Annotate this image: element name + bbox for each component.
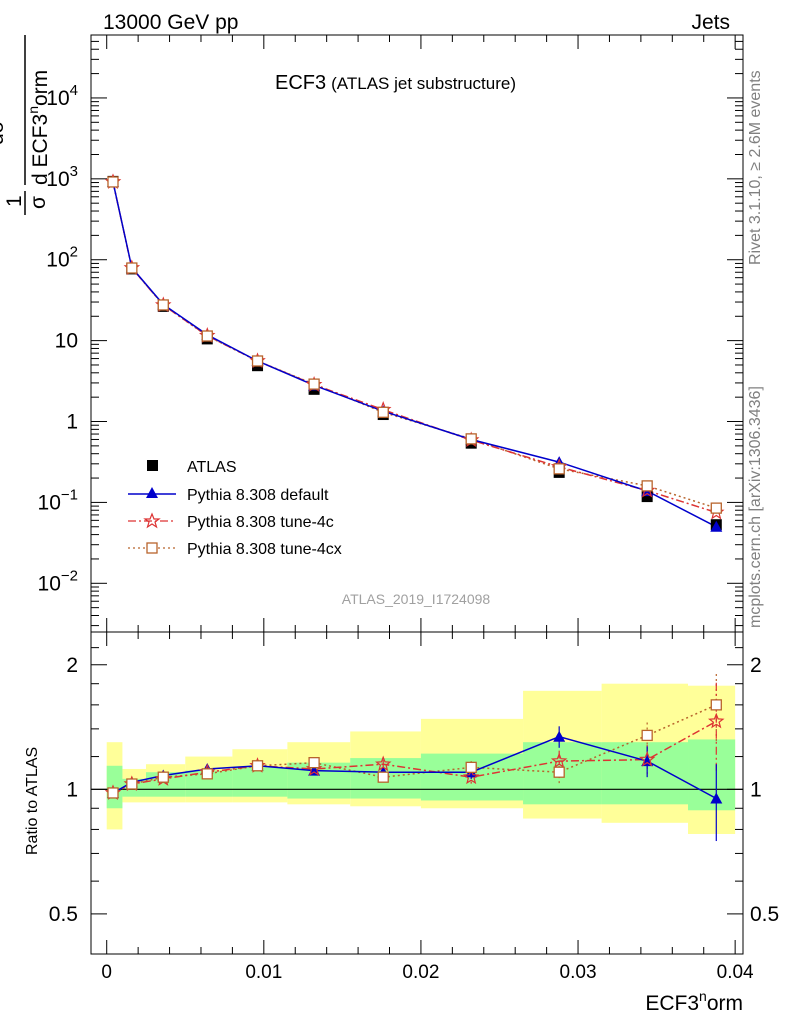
ratio-series-point [107, 787, 119, 799]
ratio-y-tick-label: 0.5 [49, 903, 78, 926]
ratio-panel-frame [90, 631, 744, 955]
legend-label-atlas: ATLAS [187, 459, 237, 476]
ylabel-orm: orm [29, 70, 52, 106]
ratio-series-point [550, 752, 568, 769]
series-point [710, 502, 722, 514]
ratio-panel-layer: 0 0.01 0.02 0.03 0.04 0.5 0.5 1 1 2 2 [49, 631, 779, 983]
analysis-watermark: ATLAS_2019_I1724098 [342, 591, 491, 607]
ratio-y-tick-label-right: 0.5 [750, 903, 779, 926]
main-ylabel: 1 σ dσ d ECF3norm [0, 35, 52, 215]
ratio-series-point [465, 761, 477, 774]
ylabel-d: d ECF3 [29, 114, 52, 185]
series-point [107, 176, 119, 188]
ylabel-frac1-den: σ [27, 196, 50, 209]
chart-title: ECF3 (ATLAS jet substructure) [275, 72, 516, 94]
series-point [641, 480, 653, 492]
series-point [710, 520, 723, 532]
xlabel-sup: n [699, 988, 707, 1004]
ratio-series-point [126, 778, 138, 790]
legend-label-default: Pythia 8.308 default [187, 487, 329, 504]
series-point [201, 330, 213, 342]
xlabel-base: ECF3 [645, 992, 699, 1015]
legend-marker-tune4c [143, 512, 161, 529]
ratio-y-tick-label-right: 2 [750, 654, 762, 677]
chart-subtitle: (ATLAS jet substructure) [331, 74, 516, 93]
series-point [126, 262, 138, 274]
ratio-series-point [374, 755, 392, 772]
ratio-series-point [638, 750, 656, 767]
ratio-ylabel: Ratio to ATLAS [24, 747, 41, 855]
series-point [553, 463, 565, 475]
rivet-label: Rivet 3.1.10, ≥ 2.6M events [747, 70, 764, 265]
ratio-y-tick-label-right: 1 [750, 778, 762, 801]
ylabel-n: n [25, 106, 41, 114]
ratio-y-tick-label: 1 [66, 778, 78, 801]
xlabel-tail: orm [707, 992, 743, 1015]
x-tick-label: 0.02 [402, 962, 439, 983]
atlas-data-point [641, 491, 653, 503]
ratio-series-point [710, 792, 723, 804]
ylabel-frac1-num: 1 [3, 195, 26, 207]
uncertainty-band-green [232, 767, 288, 797]
ratio-series-point [707, 712, 725, 729]
y-tick-label: 103 [46, 163, 78, 191]
y-tick-label: 10−1 [38, 486, 78, 514]
ratio-y-tick-label: 2 [66, 654, 78, 677]
x-tick-label: 0.04 [717, 962, 754, 983]
ratio-series-point [377, 771, 389, 783]
ylabel-frac2-den: d ECF3norm [25, 70, 52, 185]
header-left: 13000 GeV pp [103, 11, 238, 34]
legend-marker-default [146, 487, 158, 498]
x-tick-label: 0.01 [245, 962, 282, 983]
y-tick-label: 10 [55, 330, 78, 353]
y-tick-label: 104 [46, 82, 78, 110]
ylabel-frac2-num: dσ [0, 120, 8, 145]
uncertainty-band-green [688, 739, 736, 811]
y-tick-label: 10−2 [38, 567, 78, 595]
ratio-series-point [710, 699, 722, 711]
ratio-series-point [201, 768, 213, 780]
ratio-series-point [553, 730, 566, 742]
ratio-series-point [308, 757, 320, 769]
y-tick-label: 102 [46, 244, 78, 272]
legend-marker-atlas [147, 460, 158, 471]
x-axis-label: ECF3norm [645, 988, 743, 1015]
main-panel-layer: 10−2 10−1 1 10 102 103 104 [38, 34, 743, 632]
legend-label-tune4c: Pythia 8.308 tune-4c [187, 514, 334, 531]
ratio-series-point [157, 771, 169, 783]
legend: ATLAS Pythia 8.308 default Pythia 8.308 … [128, 459, 342, 558]
y-tick-label: 1 [66, 411, 78, 434]
header-right: Jets [691, 11, 730, 34]
x-tick-label: 0.03 [560, 962, 597, 983]
mcplots-label: mcplots.cern.ch [arXiv:1306.3436] [747, 386, 764, 628]
series-point [157, 299, 169, 311]
series-point [377, 406, 389, 418]
legend-marker-tune4cx [146, 542, 158, 554]
ratio-series-point [641, 729, 653, 742]
ratio-series-point [251, 760, 264, 772]
x-tick-label: 0 [101, 962, 112, 983]
chart-title-main: ECF3 [275, 72, 326, 94]
ratio-series-point [553, 766, 565, 778]
series-point [308, 378, 320, 390]
ratio-series-point [462, 768, 480, 785]
legend-label-tune4cx: Pythia 8.308 tune-4cx [187, 541, 342, 558]
series-point [251, 355, 264, 367]
uncertainty-band-green [106, 765, 123, 809]
series-point [465, 433, 477, 445]
